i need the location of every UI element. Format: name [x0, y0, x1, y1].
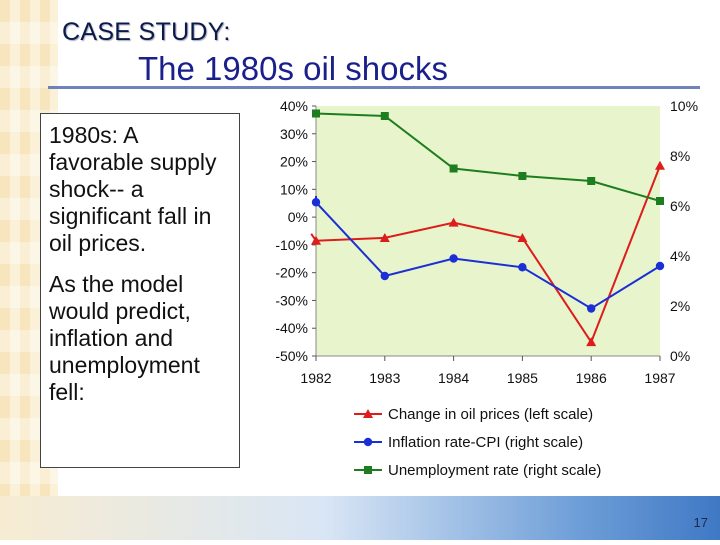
left-tick-label: 0% [288, 209, 308, 225]
left-tick-label: -10% [275, 237, 308, 253]
series-2-point [518, 263, 527, 272]
legend-marker-3 [364, 466, 372, 474]
series-1-point [311, 235, 321, 245]
text-paragraph-1: 1980s: A favorable supply shock-- a sign… [49, 122, 217, 256]
left-tick-label: -50% [275, 348, 308, 364]
left-tick-label: -40% [275, 320, 308, 336]
series-1-point [448, 217, 459, 227]
series-3-point [587, 177, 596, 185]
left-tick-label: 10% [280, 181, 308, 197]
left-tick-label: 30% [280, 126, 308, 142]
left-tick-label: -30% [275, 292, 308, 308]
series-1-point [379, 232, 390, 242]
x-tick-label: 1984 [438, 370, 469, 386]
title-underline [48, 86, 700, 89]
series-3-point [380, 112, 389, 120]
series-1-point [517, 232, 528, 242]
decorative-bottom-band [0, 496, 720, 540]
right-tick-label: 2% [670, 298, 690, 314]
right-tick-label: 0% [670, 348, 690, 364]
x-tick-label: 1983 [369, 370, 400, 386]
x-tick-label: 1986 [576, 370, 607, 386]
slide-number: 17 [693, 515, 708, 530]
slide-title: The 1980s oil shocks [138, 50, 449, 87]
left-tick-label: 40% [280, 98, 308, 114]
series-3-point [518, 172, 527, 180]
text-paragraph-2: As the model would predict, inflation an… [49, 271, 200, 405]
right-tick-label: 8% [670, 148, 690, 164]
series-2-point [655, 261, 665, 271]
series-1-point [655, 160, 665, 170]
series-2-point [311, 198, 321, 207]
text-box: 1980s: A favorable supply shock-- a sign… [40, 113, 240, 468]
series-3-point [449, 164, 458, 173]
right-tick-label: 4% [670, 248, 690, 264]
right-tick-label: 6% [670, 198, 690, 214]
x-tick-label: 1987 [644, 370, 675, 386]
series-2-point [449, 254, 458, 263]
legend-label-3: Unemployment rate (right scale) [388, 462, 601, 479]
left-tick-label: -20% [275, 265, 308, 281]
series-2-point [587, 304, 596, 313]
x-tick-label: 1985 [507, 370, 538, 386]
case-study-label: CASE STUDY: [62, 18, 231, 46]
legend-box [332, 397, 648, 487]
series-1-point [586, 337, 597, 347]
legend-label-1: Change in oil prices (left scale) [388, 406, 593, 423]
series-line-3 [315, 112, 661, 202]
left-tick-label: 20% [280, 154, 308, 170]
legend-marker-2 [363, 437, 373, 447]
x-tick-label: 1982 [300, 370, 331, 386]
legend-marker-1 [363, 409, 373, 418]
right-tick-label: 10% [670, 98, 698, 114]
series-3-point [656, 197, 664, 205]
series-3-point [312, 109, 320, 118]
series-2-point [380, 271, 389, 281]
legend-label-2: Inflation rate-CPI (right scale) [388, 434, 583, 451]
